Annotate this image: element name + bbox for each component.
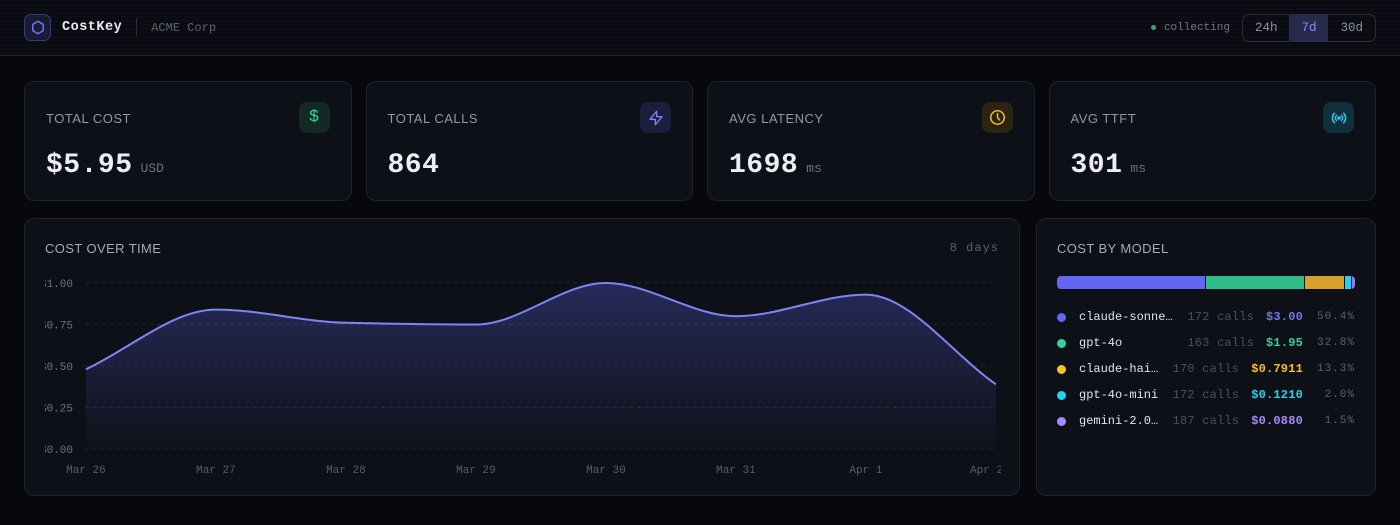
svg-text:$0.00: $0.00 bbox=[45, 445, 73, 457]
svg-text:$0.75: $0.75 bbox=[45, 321, 73, 333]
svg-text:$0.50: $0.50 bbox=[45, 362, 73, 374]
svg-text:Mar 29: Mar 29 bbox=[456, 465, 496, 477]
svg-text:Mar 31: Mar 31 bbox=[716, 465, 756, 477]
svg-text:Mar 27: Mar 27 bbox=[196, 465, 236, 477]
svg-text:$0.25: $0.25 bbox=[45, 404, 73, 416]
svg-text:Apr 2: Apr 2 bbox=[970, 465, 1001, 477]
svg-text:Mar 26: Mar 26 bbox=[66, 465, 106, 477]
svg-text:$1.00: $1.00 bbox=[45, 279, 73, 291]
svg-text:Mar 28: Mar 28 bbox=[326, 465, 366, 477]
svg-text:Apr 1: Apr 1 bbox=[849, 465, 882, 477]
svg-text:Mar 30: Mar 30 bbox=[586, 465, 626, 477]
